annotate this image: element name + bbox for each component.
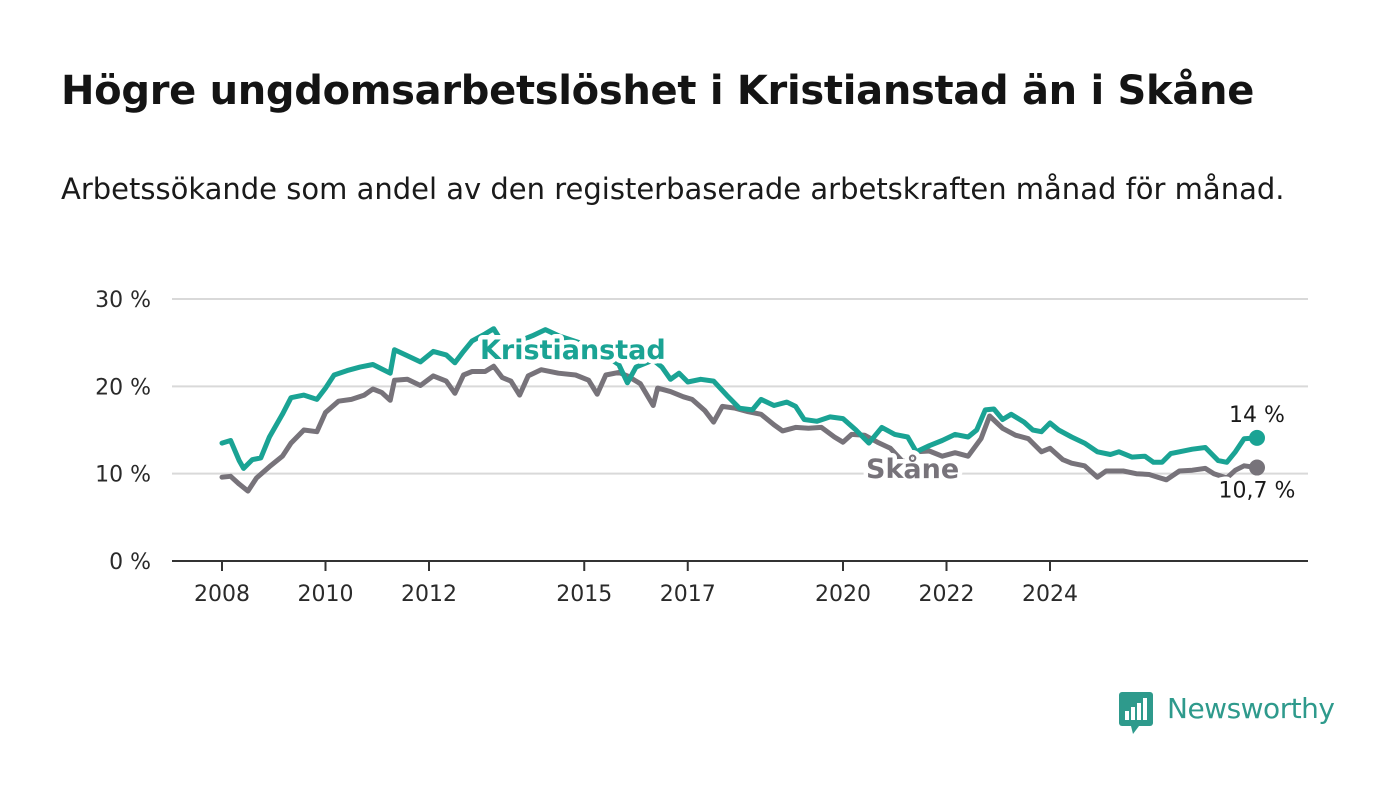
x-tick-label: 2022: [919, 582, 975, 607]
end-label-kristianstad-halo: 14 %: [1229, 403, 1285, 428]
x-tick-label: 2008: [194, 582, 250, 607]
x-tick-label: 2010: [298, 582, 354, 607]
y-tick-label: 30 %: [95, 288, 151, 313]
end-label-skane-halo: 10,7 %: [1219, 479, 1296, 504]
chart-subtitle: Arbetssökande som andel av den registerb…: [61, 172, 1285, 206]
series-lines: [219, 326, 1265, 494]
x-tick-label: 2024: [1022, 582, 1078, 607]
newsworthy-logo-icon: [1119, 692, 1153, 734]
series-endpoint-skne: [1249, 459, 1265, 476]
x-tick-label: 2015: [556, 582, 612, 607]
y-tick-label: 0 %: [109, 550, 151, 575]
x-axis-tick-labels: 2008 2010 2012 2015 2017 2020 2022 2024: [194, 561, 1078, 607]
grid-lines: [172, 298, 1308, 562]
y-tick-label: 20 %: [95, 375, 151, 400]
series-label-skane: Skåne: [866, 453, 959, 485]
series-label-kristianstad: Kristianstad: [480, 335, 666, 366]
series-line-kristianstad: [219, 326, 1260, 471]
y-axis-tick-labels: 0 % 10 % 20 % 30 %: [95, 288, 151, 575]
y-tick-label: 10 %: [95, 463, 151, 488]
x-tick-label: 2017: [660, 582, 716, 607]
series-line-skne: [219, 363, 1260, 494]
brand-name: Newsworthy: [1167, 692, 1335, 725]
series-endpoint-kristianstad: [1249, 429, 1265, 446]
end-label-kristianstad: 14 %: [1229, 403, 1285, 428]
chart-title: Högre ungdomsarbetslöshet i Kristianstad…: [61, 68, 1255, 114]
x-tick-label: 2020: [815, 582, 871, 607]
series-label-skane-halo: Skåne: [866, 453, 959, 485]
end-label-skane: 10,7 %: [1219, 479, 1296, 504]
series-label-kristianstad-halo: Kristianstad: [480, 335, 666, 366]
x-tick-label: 2012: [401, 582, 457, 607]
